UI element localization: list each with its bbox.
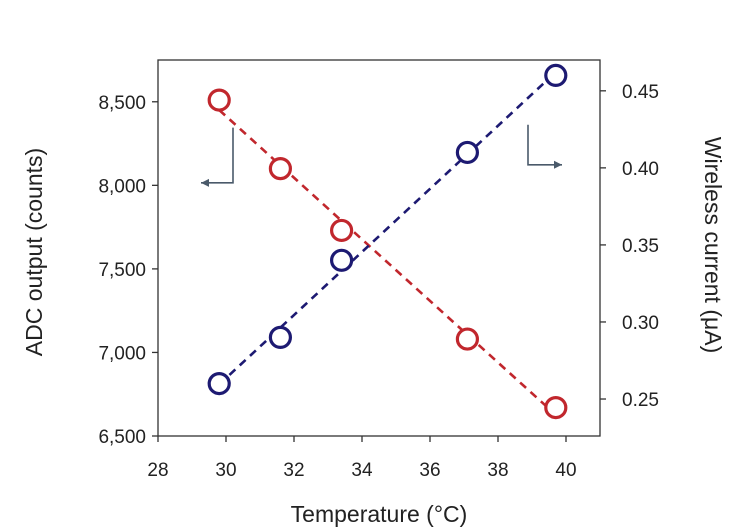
x-tick-label: 30: [215, 460, 236, 481]
x-tick-label: 38: [487, 460, 508, 481]
x-axis: 28 30 32 34 36 38 40: [147, 436, 577, 481]
x-tick-label: 34: [351, 460, 373, 481]
right-y-axis-title: Wireless current (μA): [700, 137, 726, 353]
right-y-tick-label: 0.35: [622, 236, 659, 257]
axis-indicator-arrows: [201, 124, 562, 187]
left-series-point: [268, 157, 292, 181]
left-series-point: [455, 327, 479, 351]
right-y-tick-label: 0.25: [622, 390, 659, 411]
x-tick-label: 32: [283, 460, 304, 481]
left-y-tick-label: 7,500: [98, 260, 146, 281]
right-series-point: [207, 372, 231, 396]
left-y-axis: 6,500 7,000 7,500 8,000 8,500: [98, 93, 158, 448]
arrow-right-head-icon: [554, 160, 562, 169]
left-y-axis-title: ADC output (counts): [21, 148, 47, 356]
left-series-point: [330, 218, 354, 243]
right-y-tick-label: 0.45: [622, 82, 659, 103]
plot-frame: [157, 59, 601, 437]
left-series-fit-line: [218, 109, 557, 416]
left-y-tick-label: 8,500: [98, 93, 146, 114]
right-y-axis: 0.25 0.30 0.35 0.40 0.45: [600, 82, 659, 411]
arrow-left-indicator: [201, 127, 234, 184]
series-layer: [207, 63, 568, 420]
arrow-right-indicator: [527, 124, 562, 166]
right-series-point: [268, 325, 292, 349]
right-y-tick-label: 0.30: [622, 313, 659, 334]
right-series-point: [455, 140, 479, 165]
x-tick-label: 28: [147, 460, 168, 481]
left-y-tick-label: 6,500: [98, 427, 146, 448]
arrow-left-head-icon: [201, 178, 209, 187]
left-series-point: [207, 88, 231, 112]
right-y-tick-label: 0.40: [622, 159, 659, 180]
left-series-point: [544, 395, 568, 420]
right-series-point: [330, 248, 354, 272]
x-tick-label: 40: [555, 460, 576, 481]
x-axis-title: Temperature (°C): [291, 501, 468, 527]
left-y-tick-label: 8,000: [98, 176, 146, 197]
left-y-tick-label: 7,000: [98, 343, 146, 364]
right-series-point: [544, 63, 568, 88]
x-tick-label: 36: [419, 460, 440, 481]
